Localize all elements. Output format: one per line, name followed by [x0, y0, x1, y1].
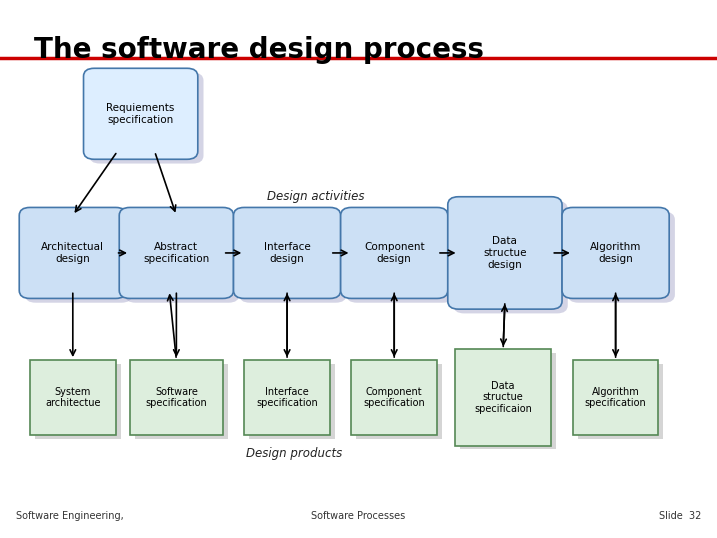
Text: Algorithm
specification: Algorithm specification [585, 387, 647, 408]
Text: System
architectue: System architectue [45, 387, 100, 408]
FancyBboxPatch shape [83, 68, 198, 159]
FancyBboxPatch shape [135, 364, 228, 438]
FancyBboxPatch shape [453, 201, 568, 314]
FancyBboxPatch shape [25, 212, 132, 303]
FancyBboxPatch shape [35, 364, 120, 438]
FancyBboxPatch shape [573, 360, 658, 435]
FancyBboxPatch shape [356, 364, 442, 438]
Text: Abstract
specification: Abstract specification [143, 242, 209, 264]
FancyBboxPatch shape [234, 208, 341, 299]
FancyBboxPatch shape [239, 212, 346, 303]
Text: Interface
specification: Interface specification [256, 387, 318, 408]
Text: Software Processes: Software Processes [311, 511, 406, 521]
FancyBboxPatch shape [351, 360, 437, 435]
Text: Component
specification: Component specification [364, 387, 425, 408]
FancyBboxPatch shape [346, 212, 453, 303]
Text: Interface
design: Interface design [264, 242, 310, 264]
FancyBboxPatch shape [455, 349, 551, 445]
FancyBboxPatch shape [119, 208, 234, 299]
FancyBboxPatch shape [460, 353, 556, 449]
Text: Software
specification: Software specification [146, 387, 207, 408]
Text: Data
structue
design: Data structue design [483, 236, 527, 270]
Text: Data
structue
specificaion: Data structue specificaion [474, 381, 532, 414]
Text: Architectual
design: Architectual design [42, 242, 104, 264]
Text: Design products: Design products [246, 447, 342, 460]
FancyBboxPatch shape [130, 360, 223, 435]
FancyBboxPatch shape [244, 360, 330, 435]
Text: Algorithm
design: Algorithm design [590, 242, 641, 264]
FancyBboxPatch shape [89, 73, 204, 164]
Text: Software Engineering,: Software Engineering, [16, 511, 123, 521]
FancyBboxPatch shape [19, 208, 126, 299]
Text: Requiements
specification: Requiements specification [107, 103, 175, 125]
Text: Design activities: Design activities [267, 190, 364, 203]
FancyBboxPatch shape [250, 364, 335, 438]
FancyBboxPatch shape [125, 212, 239, 303]
FancyBboxPatch shape [30, 360, 115, 435]
FancyBboxPatch shape [341, 208, 448, 299]
Text: The software design process: The software design process [34, 36, 483, 64]
FancyBboxPatch shape [578, 364, 663, 438]
FancyBboxPatch shape [568, 212, 675, 303]
Text: Slide  32: Slide 32 [659, 511, 701, 521]
FancyBboxPatch shape [448, 197, 562, 309]
Text: Component
design: Component design [364, 242, 424, 264]
FancyBboxPatch shape [562, 208, 669, 299]
